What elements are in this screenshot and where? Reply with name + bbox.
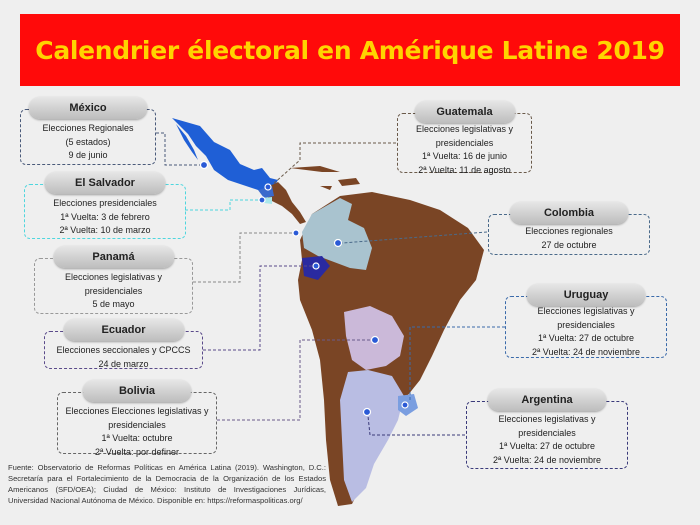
connector-colombia — [341, 231, 488, 244]
page-title: Calendrier électoral en Amérique Latine … — [35, 35, 665, 65]
connector-bolivia — [217, 339, 371, 421]
country-label: México — [29, 97, 147, 119]
marker-panama — [292, 229, 300, 237]
card-guatemala: Guatemala Elecciones legislativas y pres… — [397, 101, 532, 175]
marker-uruguay — [401, 401, 409, 409]
card-uruguay: Uruguay Elecciones legislativas y presid… — [505, 284, 667, 358]
card-line: 1ª Vuelta: octubre — [101, 433, 173, 443]
card-line: Elecciones regionales — [525, 226, 613, 236]
card-line: Elecciones seccionales y CPCCS — [56, 345, 191, 355]
connector-uruguay — [409, 326, 505, 402]
card-line: Elecciones Regionales — [42, 123, 134, 133]
marker-guatemala — [264, 183, 272, 191]
country-label: El Salvador — [45, 172, 165, 194]
card-line: Elecciones legislativas y — [415, 124, 514, 134]
card-line: 27 de octubre — [541, 239, 597, 250]
card-ecuador: Ecuador Elecciones seccionales y CPCCS 2… — [44, 319, 203, 369]
card-line: 1ª Vuelta: 3 de febrero — [60, 211, 150, 222]
marker-mexico — [199, 160, 209, 170]
map-colombia — [302, 198, 372, 270]
country-label: Guatemala — [414, 101, 515, 123]
country-label: Colombia — [510, 202, 628, 224]
card-line: 1ª Vuelta: 16 de junio — [421, 151, 508, 161]
card-line: 2ª Vuelta: 11 de agosto — [418, 164, 511, 175]
connector-el-salvador — [185, 199, 258, 211]
marker-argentina — [362, 407, 372, 417]
card-line: 2ª Vuelta: por definer — [94, 446, 180, 457]
card-colombia: Colombia Elecciones regionales 27 de oct… — [488, 202, 650, 255]
marker-bolivia — [370, 335, 380, 345]
country-label: Ecuador — [63, 319, 184, 341]
map-mexico — [172, 118, 278, 190]
card-line: presidenciales — [557, 319, 615, 330]
card-line: Elecciones presidenciales — [53, 198, 157, 208]
connector-mexico — [156, 132, 200, 166]
map-argentina — [340, 370, 404, 502]
card-line: 2ª Vuelta: 24 de noviembre — [492, 454, 602, 465]
card-line: presidenciales — [518, 427, 576, 438]
card-el-salvador: El Salvador Elecciones presidenciales 1ª… — [24, 172, 186, 239]
card-line: 1ª Vuelta: 27 de octubre — [498, 441, 596, 451]
connector-guatemala — [271, 142, 396, 186]
connector-panama — [193, 232, 292, 283]
card-line: Elecciones legislativas y — [498, 414, 596, 424]
card-line: presidenciales — [84, 285, 143, 296]
card-line: 2ª Vuelta: 24 de noviembre — [531, 346, 641, 357]
card-line: 5 de mayo — [92, 299, 135, 309]
source-footnote: Fuente: Observatorio de Reformas Polític… — [8, 463, 326, 505]
card-line: Elecciones legislativas y — [64, 272, 163, 282]
card-line: Elecciones Elecciones legislativas y — [65, 406, 209, 416]
marker-colombia — [333, 238, 343, 248]
country-label: Bolivia — [83, 380, 191, 402]
card-line: Elecciones legislativas y — [537, 306, 635, 316]
marker-ecuador — [312, 262, 320, 270]
map-caribbean — [290, 166, 360, 190]
connector-argentina — [367, 415, 465, 436]
country-label: Panamá — [53, 246, 174, 268]
card-panama: Panamá Elecciones legislativas y preside… — [34, 246, 193, 314]
country-label: Argentina — [488, 389, 606, 411]
marker-el-salvador — [258, 196, 266, 204]
card-bolivia: Bolivia Elecciones Elecciones legislativ… — [57, 380, 217, 457]
card-line: 24 de marzo — [98, 358, 149, 369]
card-line: 2ª Vuelta: 10 de marzo — [59, 225, 151, 235]
card-line: 9 de junio — [68, 150, 108, 160]
card-mexico: México Elecciones Regionales (5 estados)… — [20, 97, 156, 165]
title-banner: Calendrier électoral en Amérique Latine … — [20, 14, 680, 86]
connector-ecuador — [203, 265, 312, 351]
card-line: (5 estados) — [65, 136, 111, 147]
card-line: 1ª Vuelta: 27 de octubre — [537, 333, 635, 343]
card-argentina: Argentina Elecciones legislativas y pres… — [466, 389, 628, 469]
card-line: presidenciales — [108, 419, 166, 430]
card-line: presidenciales — [435, 137, 494, 148]
country-label: Uruguay — [527, 284, 645, 306]
